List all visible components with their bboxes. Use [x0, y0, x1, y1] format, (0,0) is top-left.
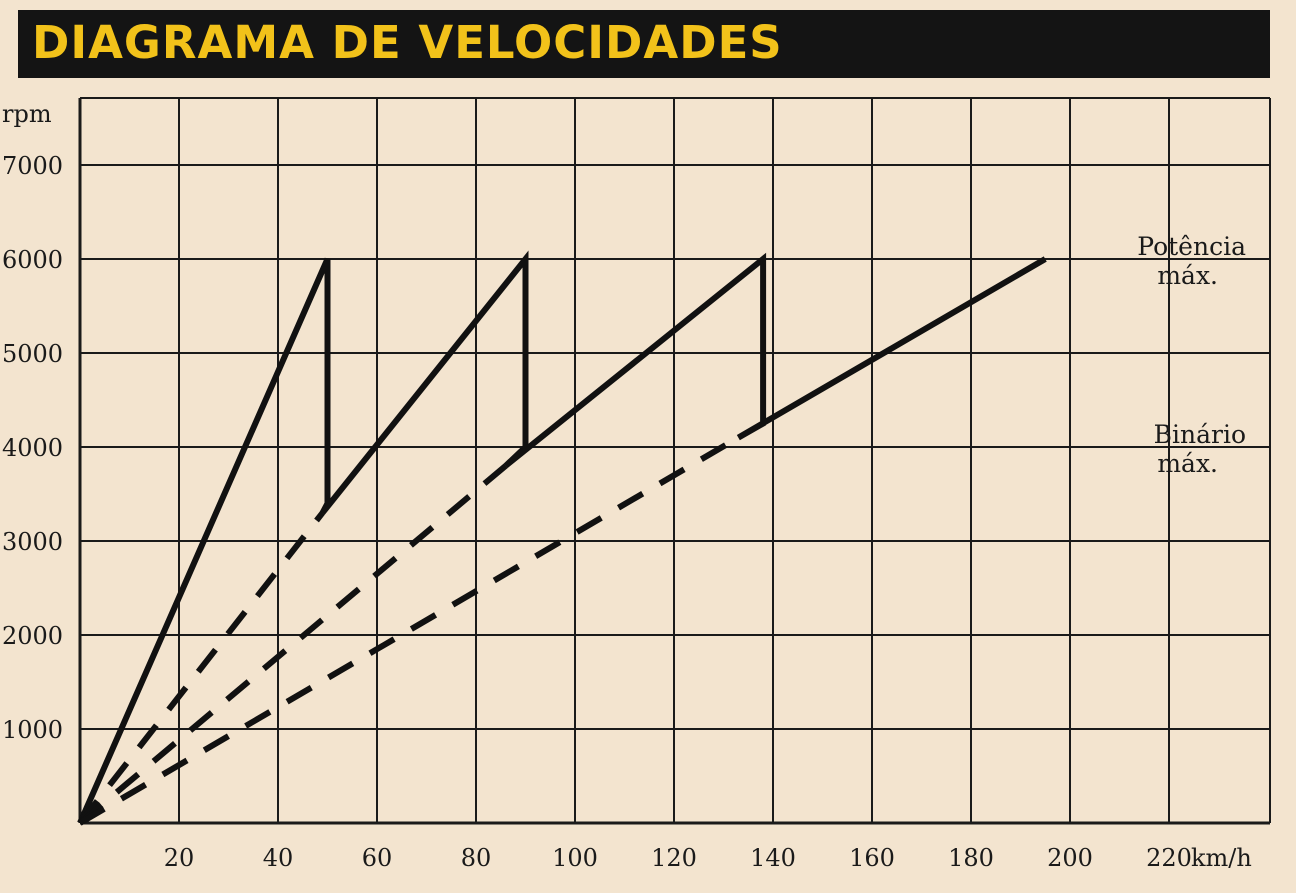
torque-dashed-line	[78, 435, 740, 826]
annotation-label: Potência	[1137, 232, 1246, 261]
y-tick-label: 3000	[2, 528, 63, 556]
x-tick-label: 180	[948, 844, 994, 872]
annotation-label: Binário	[1154, 420, 1246, 449]
x-axis-label: km/h	[1191, 844, 1252, 872]
x-tick-label: 40	[263, 844, 294, 872]
x-tick-label: 160	[849, 844, 895, 872]
x-tick-label: 100	[552, 844, 598, 872]
y-axis-label: rpm	[2, 100, 52, 128]
torque-dashed-line	[78, 463, 508, 826]
annotation-label: máx.	[1157, 449, 1218, 478]
y-tick-label: 5000	[2, 340, 63, 368]
x-tick-label: 140	[750, 844, 796, 872]
x-tick-label: 60	[362, 844, 393, 872]
y-tick-label: 6000	[2, 246, 63, 274]
y-tick-label: 7000	[2, 152, 63, 180]
x-tick-label: 220	[1146, 844, 1192, 872]
x-tick-label: 200	[1047, 844, 1093, 872]
x-tick-label: 80	[461, 844, 492, 872]
x-tick-label: 120	[651, 844, 697, 872]
y-tick-label: 4000	[2, 434, 63, 462]
y-tick-label: 1000	[2, 716, 63, 744]
x-tick-label: 20	[164, 844, 195, 872]
torque-dashed-line	[77, 510, 325, 825]
chart-title: DIAGRAMA DE VELOCIDADES	[32, 16, 783, 69]
gear-speed-line	[77, 250, 1047, 825]
title-bar: DIAGRAMA DE VELOCIDADES	[18, 10, 1270, 78]
y-tick-label: 2000	[2, 622, 63, 650]
annotation-label: máx.	[1157, 261, 1218, 290]
